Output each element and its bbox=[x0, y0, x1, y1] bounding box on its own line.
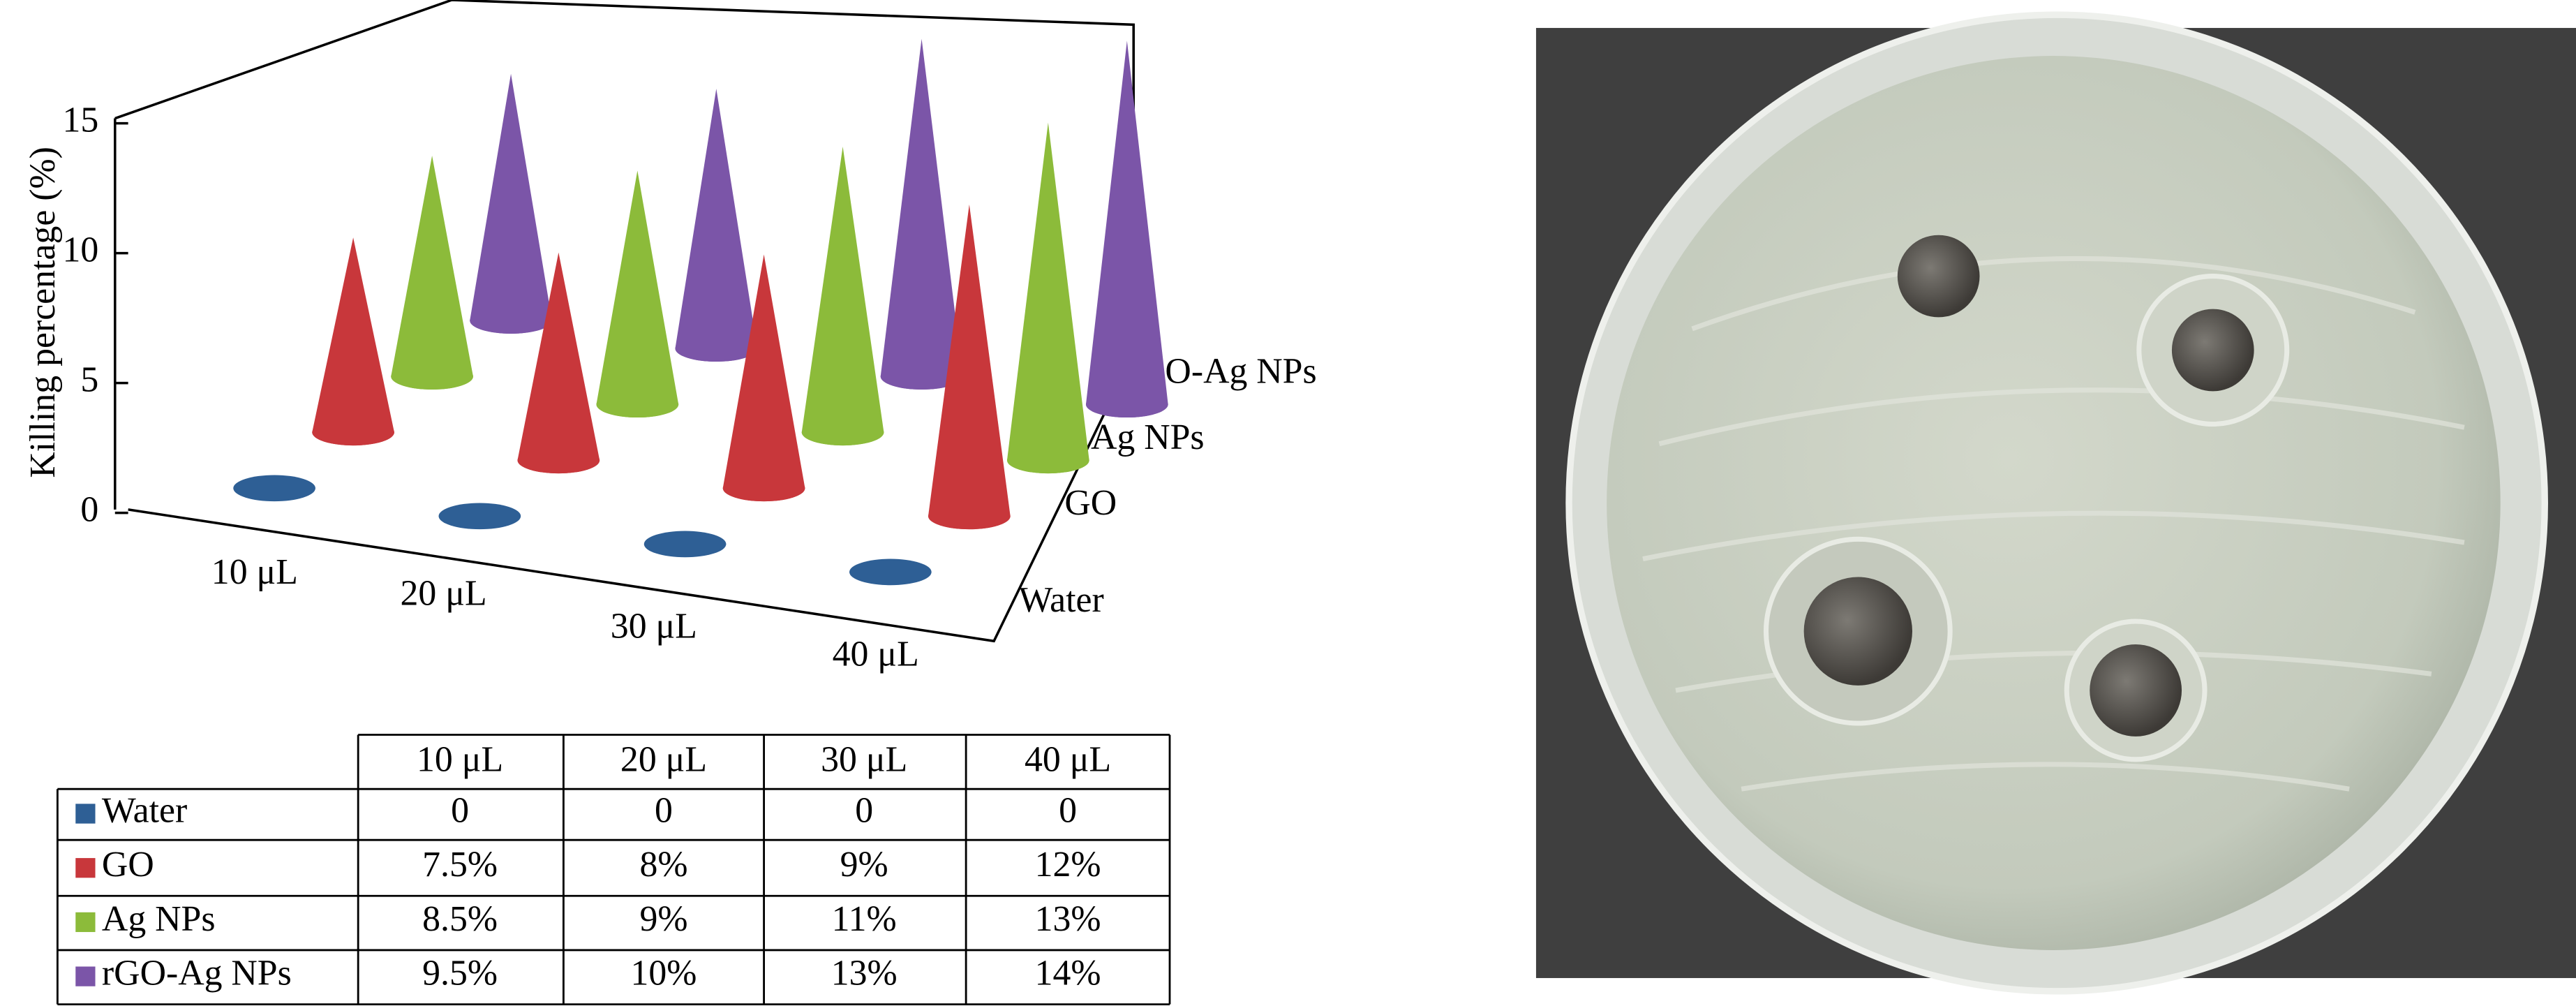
cone bbox=[801, 147, 884, 446]
cone bbox=[880, 38, 963, 390]
series-axis-label: Water bbox=[1018, 580, 1103, 620]
disc bbox=[1803, 577, 1913, 686]
disc bbox=[643, 531, 727, 558]
y-tick-label: 10 bbox=[62, 230, 98, 269]
cone bbox=[517, 252, 600, 474]
cone bbox=[596, 170, 679, 418]
y-axis-label: Killing percentage (%) bbox=[23, 147, 63, 478]
table-cell: 8.5% bbox=[422, 899, 498, 939]
y-tick-label: 0 bbox=[80, 490, 98, 530]
table-cell: 10% bbox=[631, 954, 697, 993]
table-cell: 0 bbox=[655, 790, 673, 830]
table-header: 40 μL bbox=[1025, 739, 1111, 779]
series-axis-label: GO bbox=[1064, 483, 1117, 523]
streaks bbox=[1642, 256, 2465, 792]
disc bbox=[1897, 235, 1980, 318]
table-cell: 11% bbox=[832, 899, 897, 939]
legend-swatch bbox=[75, 858, 96, 878]
table-cell: 13% bbox=[831, 954, 898, 993]
cone bbox=[928, 204, 1011, 530]
cone bbox=[312, 237, 394, 446]
agar bbox=[1607, 56, 2501, 950]
legend-label: rGO-Ag NPs bbox=[102, 954, 292, 993]
cone bbox=[675, 89, 758, 362]
table-cell: 0 bbox=[1059, 790, 1077, 830]
table-cell: 0 bbox=[855, 790, 873, 830]
table-header: 20 μL bbox=[620, 739, 707, 779]
series-axis-label: Ag NPs bbox=[1091, 417, 1205, 457]
disc bbox=[2171, 309, 2254, 392]
table-header: 10 μL bbox=[417, 739, 503, 779]
legend-label: Water bbox=[102, 790, 187, 830]
table-cell: 14% bbox=[1035, 954, 1101, 993]
legend-label: GO bbox=[102, 845, 154, 885]
table-cell: 9% bbox=[639, 899, 687, 939]
cone bbox=[1006, 122, 1089, 474]
disc bbox=[849, 559, 932, 586]
disc bbox=[438, 503, 521, 530]
x-tick-label: 40 μL bbox=[833, 635, 919, 674]
table-cell: 13% bbox=[1035, 899, 1101, 939]
disc bbox=[2090, 644, 2182, 737]
photo bbox=[1535, 11, 2576, 995]
table-header: 30 μL bbox=[821, 739, 907, 779]
y-tick-label: 5 bbox=[80, 360, 98, 400]
x-tick-label: 20 μL bbox=[401, 574, 487, 614]
y-tick-label: 15 bbox=[62, 100, 98, 140]
cone bbox=[722, 254, 805, 502]
data-table: 10 μL 20 μL 30 μL 40 μL Water 0 0 0 0 GO 7.5% 8% 9% 1… bbox=[75, 739, 1111, 993]
legend-swatch bbox=[75, 804, 96, 824]
x-tick-label: 30 μL bbox=[611, 607, 697, 646]
table-cell: 9.5% bbox=[422, 954, 498, 993]
cone bbox=[470, 73, 552, 334]
table-grid bbox=[56, 734, 1171, 1006]
disc bbox=[233, 475, 315, 502]
legend-swatch bbox=[75, 966, 96, 986]
table-cell: 8% bbox=[639, 845, 687, 885]
table-cell: 12% bbox=[1035, 845, 1101, 885]
legend-swatch bbox=[75, 912, 96, 933]
legend-label: Ag NPs bbox=[102, 899, 216, 939]
table-cell: 7.5% bbox=[422, 845, 498, 885]
x-tick-label: 10 μL bbox=[211, 552, 298, 592]
cone bbox=[391, 155, 473, 390]
table-cell: 0 bbox=[451, 790, 469, 830]
cone bbox=[1085, 40, 1168, 418]
table-cell: 9% bbox=[840, 845, 888, 885]
